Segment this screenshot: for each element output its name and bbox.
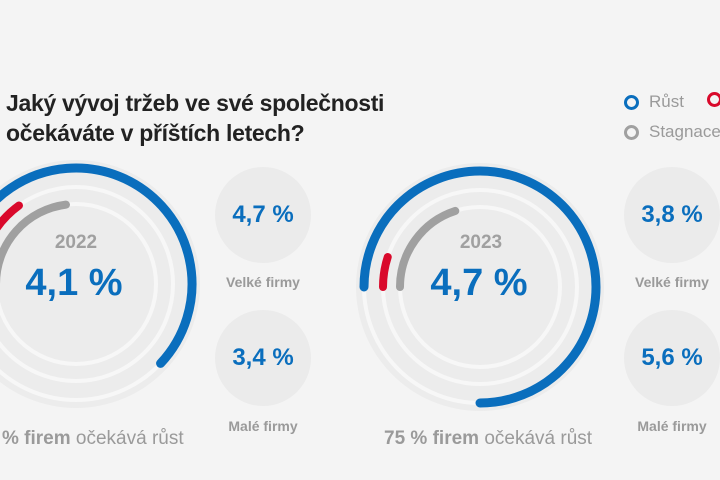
chart-title: Jaký vývoj tržeb ve své společnosti oček… [6, 88, 384, 148]
gauge-headline: 4,1 % [25, 262, 123, 304]
large-firms-value: 4,7 % [215, 167, 311, 263]
gauge-arc-red [0, 201, 23, 231]
large-firms-value: 3,8 % [624, 167, 720, 263]
small-firms-label: Malé firmy [637, 418, 707, 434]
large-firms-label: Velké firmy [226, 274, 300, 290]
legend-item-stagnation: Stagnace [624, 122, 720, 142]
legend-item-growth: Růst [624, 92, 684, 112]
gauge-track [0, 202, 158, 366]
gauge-footer: % firem očekává růst [2, 428, 184, 450]
gauge-arc-stagnace [396, 206, 460, 291]
legend-blue-ring-icon [624, 94, 639, 110]
gauge-year: 2022 [54, 232, 98, 253]
legend-label: Stagnace [649, 122, 720, 141]
gauge-track [0, 185, 175, 383]
large-firms-label: Velké firmy [635, 274, 709, 290]
gauge-inner [10, 218, 142, 350]
gauge-year: 2023 [459, 232, 503, 253]
gauge-arc-růst [0, 163, 197, 368]
gauge-arc-red [379, 253, 392, 291]
footer-rest: očekává růst [70, 428, 184, 449]
legend-label: Růst [649, 92, 684, 111]
gauge-arc-růst [359, 166, 601, 408]
gauge-headline: 4,7 % [430, 262, 528, 304]
legend-gray-ring-icon [624, 124, 639, 140]
small-firms-value: 5,6 % [624, 310, 720, 406]
small-firms-label: Malé firmy [228, 418, 298, 434]
title-line-1: Jaký vývoj tržeb ve své společnosti [6, 90, 385, 116]
footer-bold: % firem [2, 428, 71, 449]
gauge-arc-stagnace [0, 200, 70, 285]
gauge-footer: 75 % firem očekává růst [384, 428, 592, 450]
footer-rest: očekává růst [479, 428, 593, 449]
footer-bold: 75 % firem [384, 428, 480, 449]
gauge-inner [414, 221, 546, 353]
title-line-2: očekáváte v příštích letech? [6, 120, 305, 146]
small-firms-value: 3,4 % [215, 310, 311, 406]
